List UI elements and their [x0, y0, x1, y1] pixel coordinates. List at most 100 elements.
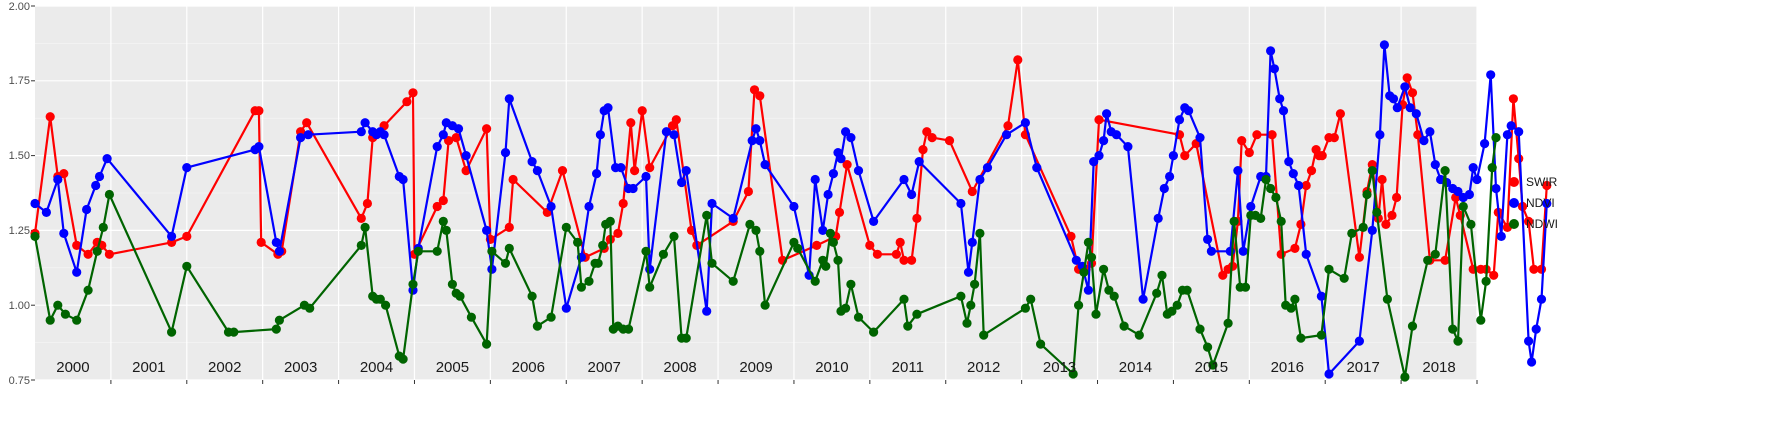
data-point-ndwi — [1491, 133, 1501, 143]
year-label: 2008 — [663, 359, 696, 376]
data-point-ndvi — [899, 174, 909, 185]
data-point-ndwi — [1453, 336, 1463, 346]
data-point-swir — [743, 186, 754, 197]
data-point-ndwi — [1091, 309, 1101, 319]
legend: SWIR NDVI NDWI — [1509, 175, 1558, 231]
data-point-ndwi — [841, 303, 851, 313]
data-point-swir — [408, 88, 418, 98]
data-point-ndvi — [707, 198, 717, 209]
data-point-ndwi — [447, 279, 457, 289]
data-point-ndwi — [1339, 273, 1349, 283]
data-point-ndwi — [271, 324, 281, 334]
data-point-ndwi — [1068, 369, 1078, 379]
data-point-ndvi — [956, 198, 966, 209]
data-point-swir — [865, 240, 875, 250]
data-point-ndvi — [760, 160, 770, 170]
data-point-ndvi — [561, 303, 571, 313]
data-point-swir — [256, 237, 266, 247]
data-point-ndwi — [1481, 276, 1491, 286]
data-point-swir — [834, 207, 845, 217]
data-point-ndvi — [1102, 109, 1112, 119]
year-label: 2011 — [892, 359, 924, 376]
data-point-ndvi — [1536, 294, 1547, 304]
data-point-ndvi — [1502, 130, 1512, 140]
data-point-ndvi — [41, 207, 52, 217]
data-point-ndwi — [745, 219, 755, 229]
data-point-swir — [842, 160, 852, 170]
data-point-ndwi — [1407, 321, 1418, 331]
data-point-ndwi — [104, 189, 114, 200]
data-point-ndwi — [833, 255, 843, 265]
data-point-ndvi — [1203, 234, 1213, 244]
data-point-swir — [508, 174, 518, 185]
data-point-ndvi — [1159, 183, 1169, 194]
data-point-ndwi — [584, 276, 594, 286]
data-point-ndvi — [1514, 127, 1524, 137]
data-point-ndwi — [1367, 166, 1377, 176]
data-point-ndvi — [747, 136, 757, 146]
data-point-ndwi — [755, 246, 765, 256]
data-point-ndvi — [532, 166, 543, 176]
data-point-swir — [918, 145, 928, 155]
data-point-ndvi — [1425, 127, 1435, 137]
data-point-ndwi — [1316, 330, 1326, 340]
data-point-swir — [630, 166, 640, 176]
data-point-swir — [613, 228, 623, 238]
data-point-ndvi — [1184, 106, 1194, 116]
data-point-ndwi — [482, 339, 492, 349]
year-label: 2012 — [967, 359, 1000, 376]
data-point-swir — [1524, 216, 1534, 226]
data-point-ndvi — [869, 216, 879, 226]
y-axis: 0.75 1.00 1.25 1.50 1.75 2.00 — [9, 1, 30, 387]
data-point-swir — [1290, 243, 1300, 253]
data-point-ndvi — [681, 166, 691, 176]
data-point-ndwi — [702, 210, 712, 220]
data-point-ndvi — [59, 228, 69, 238]
data-point-ndvi — [1238, 246, 1248, 256]
data-point-ndvi — [1531, 324, 1541, 334]
data-point-ndwi — [1430, 249, 1440, 259]
data-point-ndwi — [375, 294, 385, 304]
data-point-ndwi — [899, 294, 909, 304]
year-label: 2017 — [1346, 359, 1379, 376]
data-point-ndvi — [1392, 103, 1402, 113]
data-point-ndwi — [645, 282, 655, 292]
data-point-swir — [1536, 264, 1547, 274]
data-point-swir — [451, 133, 461, 143]
data-point-ndwi — [1079, 267, 1089, 277]
data-point-ndwi — [98, 222, 108, 232]
data-point-ndwi — [229, 327, 239, 337]
data-point-ndwi — [561, 222, 571, 232]
data-point-ndwi — [1203, 342, 1213, 352]
data-point-swir — [254, 106, 264, 116]
data-point-ndwi — [1083, 237, 1093, 247]
data-point-swir — [461, 166, 471, 176]
data-point-ndvi — [527, 157, 537, 167]
data-point-ndwi — [167, 327, 177, 337]
data-point-ndwi — [1182, 285, 1192, 295]
data-point-ndvi — [628, 183, 638, 194]
data-point-ndvi — [254, 142, 264, 152]
data-point-ndvi — [1111, 130, 1122, 140]
data-point-ndvi — [274, 246, 284, 256]
data-point-ndvi — [846, 133, 856, 143]
year-label: 2009 — [739, 359, 772, 376]
data-point-ndvi — [1020, 118, 1030, 128]
data-point-swir — [1317, 151, 1327, 161]
data-point-ndwi — [1290, 294, 1300, 304]
data-point-ndvi — [546, 201, 556, 212]
data-point-ndwi — [45, 315, 55, 325]
data-point-ndvi — [1168, 151, 1178, 161]
legend-label-ndvi: NDVI — [1526, 196, 1555, 210]
data-point-swir — [626, 118, 636, 128]
data-point-ndvi — [1472, 174, 1482, 185]
data-point-ndvi — [1375, 130, 1385, 140]
data-point-ndwi — [810, 276, 820, 286]
year-labels: 2000 2001 2002 2003 2004 2005 2006 2007 2008 2009… — [56, 359, 1455, 376]
data-point-ndvi — [755, 136, 765, 146]
data-point-ndwi — [1358, 222, 1368, 232]
data-point-ndwi — [598, 240, 608, 250]
data-point-ndwi — [1324, 264, 1334, 274]
data-point-ndvi — [72, 267, 82, 277]
data-point-swir — [1252, 130, 1262, 140]
